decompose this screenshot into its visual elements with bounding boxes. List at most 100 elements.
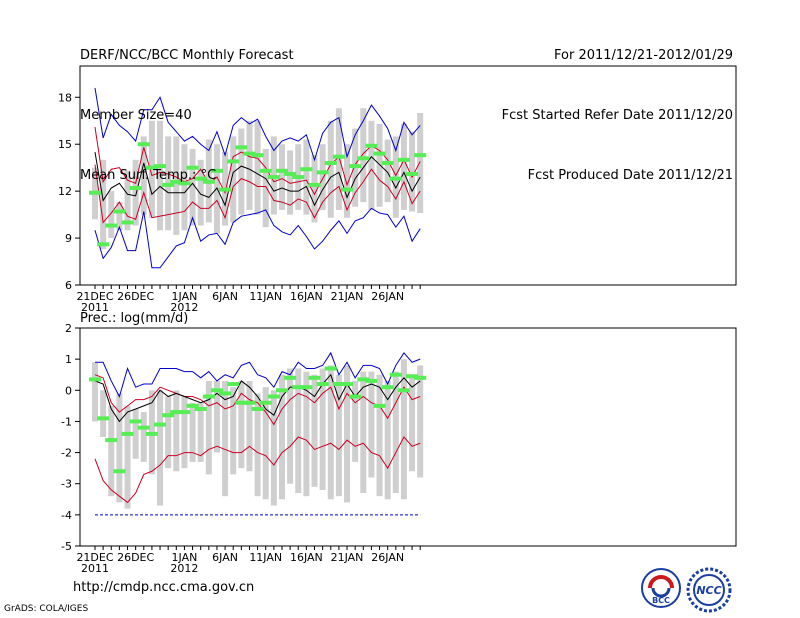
observed-marker bbox=[89, 377, 101, 382]
spread-bar bbox=[270, 390, 277, 506]
spread-bar bbox=[189, 402, 196, 462]
observed-marker bbox=[292, 385, 305, 390]
spread-bar bbox=[108, 191, 115, 239]
spread-bar bbox=[124, 170, 131, 231]
observed-marker bbox=[227, 382, 240, 387]
source-url[interactable]: http://cmdp.ncc.cma.gov.cn bbox=[73, 580, 255, 595]
observed-marker bbox=[267, 394, 280, 399]
mean-line bbox=[94, 151, 421, 207]
x-tick-label: 6JAN bbox=[212, 290, 238, 303]
ncc-logo-text: NCC bbox=[696, 584, 721, 597]
observed-marker bbox=[89, 190, 101, 195]
observed-marker bbox=[332, 154, 345, 159]
spread-bar bbox=[409, 131, 416, 212]
spread-bar bbox=[132, 159, 139, 226]
spread-bar bbox=[295, 368, 302, 494]
observed-marker bbox=[105, 223, 118, 228]
x-tick-label: 21DEC bbox=[76, 290, 113, 303]
bcc-logo-text: BCC bbox=[652, 596, 670, 605]
forecast-period: For 2011/12/21-2012/01/29 bbox=[554, 48, 733, 63]
observed-marker bbox=[389, 176, 402, 181]
observed-marker bbox=[308, 375, 321, 380]
x-tick-label: 16JAN bbox=[290, 290, 323, 303]
spread-bar bbox=[197, 159, 204, 226]
spread-bar bbox=[384, 139, 391, 203]
observed-marker bbox=[194, 176, 207, 181]
observed-marker bbox=[251, 153, 264, 158]
spread-bar bbox=[360, 108, 367, 203]
spread-bar bbox=[165, 396, 172, 469]
lower-line bbox=[94, 164, 421, 224]
y-tick-label: 0 bbox=[65, 384, 72, 397]
y-tick-label: 6 bbox=[65, 279, 72, 292]
max-line bbox=[95, 351, 421, 398]
observed-marker bbox=[357, 377, 370, 382]
header-left: DERF/NCC/BCC Monthly Forecast Member Siz… bbox=[80, 6, 294, 206]
header-right: For 2011/12/21-2012/01/29 Fcst Started R… bbox=[502, 6, 733, 206]
y-tick-label: 18 bbox=[58, 91, 72, 104]
observed-marker bbox=[381, 385, 394, 390]
observed-marker bbox=[308, 182, 321, 187]
observed-marker bbox=[373, 403, 386, 408]
observed-marker bbox=[97, 242, 110, 247]
spread-bar bbox=[116, 393, 123, 503]
spread-bar bbox=[157, 390, 164, 506]
spread-bar bbox=[181, 396, 188, 469]
observed-marker bbox=[365, 143, 378, 148]
plot-frame bbox=[79, 327, 737, 547]
observed-marker bbox=[332, 382, 345, 387]
observed-marker bbox=[259, 400, 272, 405]
observed-marker bbox=[267, 175, 280, 180]
x-tick-sublabel: 2012 bbox=[170, 301, 198, 314]
spread-bar bbox=[400, 123, 407, 210]
y-tick-label: 2 bbox=[65, 322, 72, 335]
spread-bar bbox=[278, 374, 285, 500]
observed-marker bbox=[219, 391, 232, 396]
observed-marker bbox=[154, 164, 167, 169]
spread-bar bbox=[311, 155, 318, 223]
observed-marker bbox=[202, 179, 215, 184]
x-tick-label: 21DEC bbox=[76, 551, 113, 564]
spread-bar bbox=[327, 365, 334, 500]
observed-marker bbox=[235, 145, 248, 150]
spread-bar bbox=[116, 202, 123, 231]
observed-marker bbox=[170, 179, 183, 184]
spread-bar bbox=[181, 144, 188, 231]
observed-marker bbox=[300, 385, 313, 390]
observed-marker bbox=[275, 168, 288, 173]
ncc-logo: NCC bbox=[686, 567, 732, 613]
observed-marker bbox=[227, 159, 240, 164]
observed-marker bbox=[365, 378, 378, 383]
spread-bar bbox=[303, 371, 310, 497]
spread-bar bbox=[400, 359, 407, 500]
x-tick-label: 26DEC bbox=[117, 551, 154, 564]
observed-marker bbox=[186, 165, 199, 170]
observed-marker bbox=[145, 431, 158, 436]
observed-marker bbox=[284, 171, 297, 176]
observed-marker bbox=[349, 394, 362, 399]
spread-bar bbox=[140, 136, 147, 215]
observed-marker bbox=[324, 160, 337, 165]
y-tick-label: -2 bbox=[61, 447, 72, 460]
y-tick-label: 15 bbox=[58, 138, 72, 151]
y-tick-label: -5 bbox=[61, 540, 72, 553]
upper-line bbox=[94, 374, 421, 426]
observed-marker bbox=[373, 151, 386, 156]
observed-marker bbox=[210, 388, 223, 393]
x-tick-label: 16JAN bbox=[290, 551, 323, 564]
observed-marker bbox=[349, 164, 362, 169]
spread-bar bbox=[262, 148, 269, 228]
observed-marker bbox=[251, 406, 264, 411]
member-size: Member Size=40 bbox=[80, 108, 192, 123]
spread-bar bbox=[376, 374, 383, 497]
observed-marker bbox=[202, 394, 215, 399]
spread-bar bbox=[392, 371, 399, 494]
spread-bar bbox=[417, 365, 424, 478]
observed-marker bbox=[406, 374, 419, 379]
x-tick-label: 11JAN bbox=[249, 290, 282, 303]
spread-bar bbox=[311, 374, 318, 487]
observed-marker bbox=[284, 375, 297, 380]
spread-bar bbox=[360, 371, 367, 494]
spread-bar bbox=[124, 405, 131, 509]
observed-marker bbox=[324, 366, 337, 371]
